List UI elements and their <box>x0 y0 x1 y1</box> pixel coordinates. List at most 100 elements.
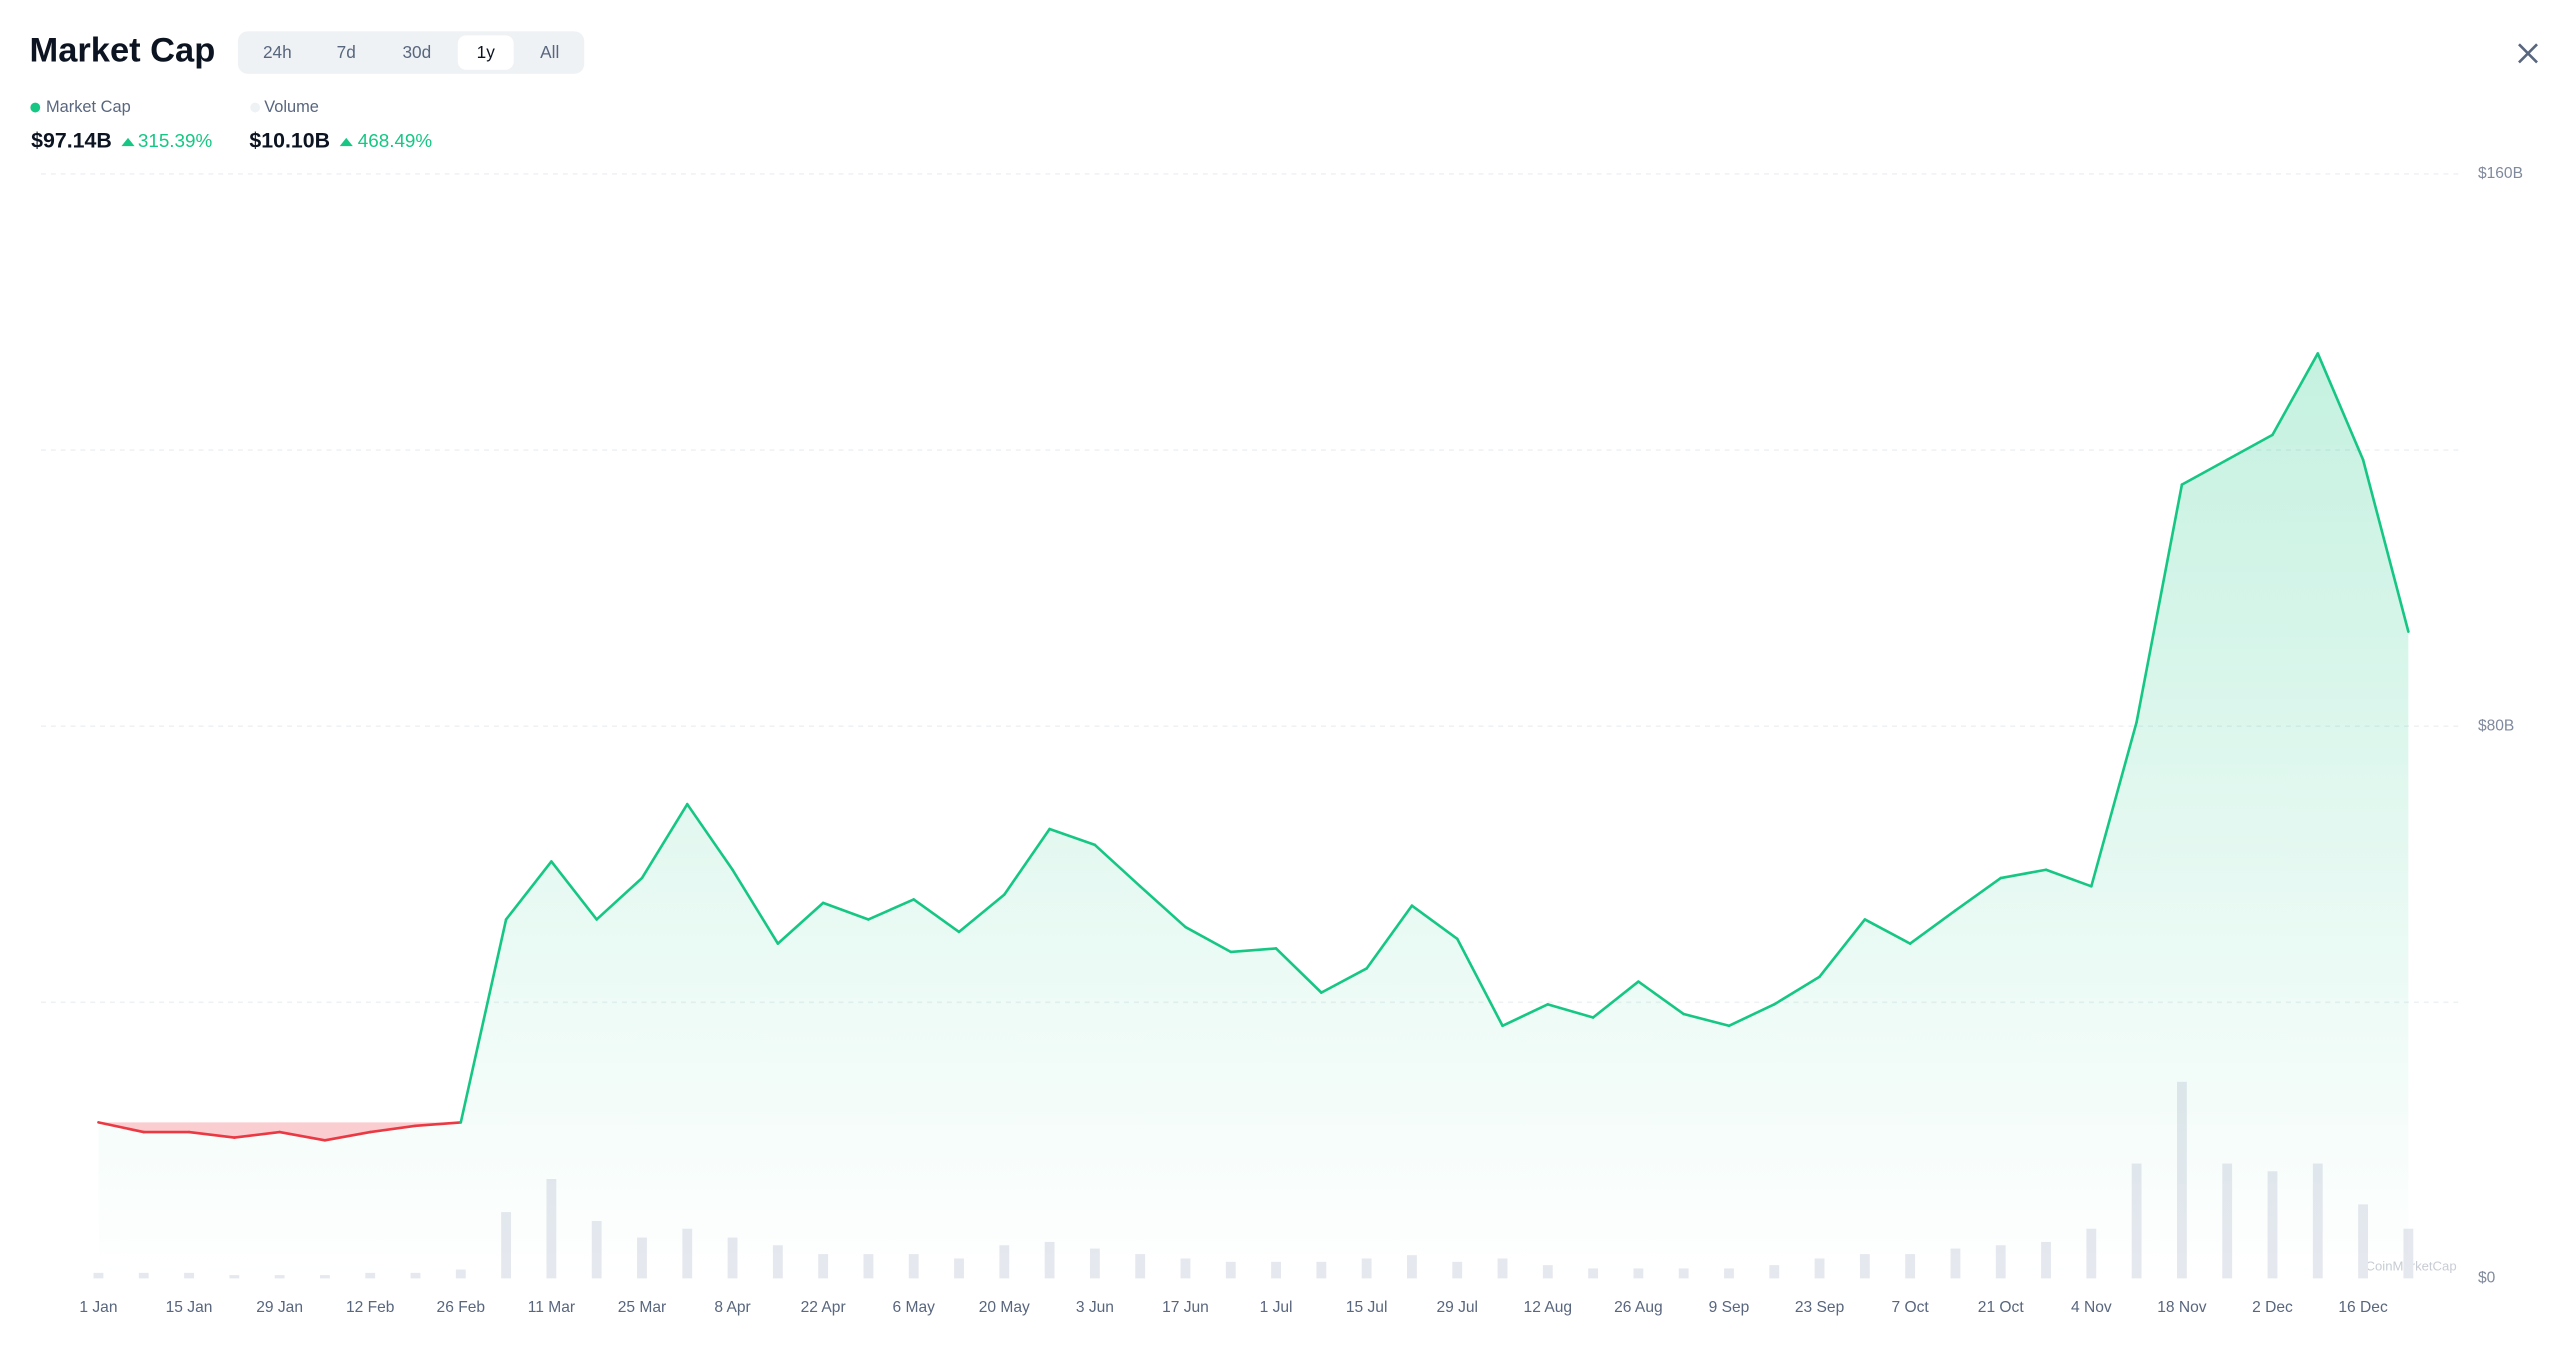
x-tick-label: 7 Oct <box>1892 1299 1930 1316</box>
line-segment <box>550 860 598 921</box>
line-segment <box>1682 1012 1731 1028</box>
line-segment <box>2044 868 2093 888</box>
x-tick-label: 15 Jan <box>166 1299 213 1316</box>
x-tick-label: 4 Nov <box>2071 1299 2112 1316</box>
x-tick-label: 21 Oct <box>1978 1299 2025 1316</box>
x-tick-label: 12 Feb <box>346 1299 395 1316</box>
area <box>98 353 2409 1279</box>
summary-value: $10.10B <box>249 129 330 153</box>
x-tick-label: 26 Aug <box>1614 1299 1663 1316</box>
x-tick-label: 25 Mar <box>618 1299 666 1316</box>
x-tick-label: 1 Jul <box>1260 1299 1293 1316</box>
summary-change: 315.39% <box>138 130 213 151</box>
x-tick-label: 22 Apr <box>801 1299 846 1316</box>
line-segment <box>640 802 689 880</box>
line-segment <box>278 1130 327 1142</box>
title: Market Cap <box>30 32 216 70</box>
x-tick-label: 23 Sep <box>1795 1299 1845 1316</box>
legend-dot <box>250 102 261 113</box>
line-segment <box>2180 458 2229 486</box>
line-segment <box>1591 980 1640 1019</box>
line-segment <box>821 901 870 921</box>
line-segment <box>1908 909 1957 945</box>
line-segment <box>1727 1003 1776 1028</box>
legend-label: Volume <box>264 98 319 116</box>
line-segment <box>1138 885 1187 929</box>
x-tick-label: 8 Apr <box>714 1299 750 1316</box>
line-segment <box>1002 827 1051 896</box>
line-segment <box>731 868 780 945</box>
summary-value: $97.14B <box>31 129 112 153</box>
line-segment <box>2225 433 2274 462</box>
x-tick-label: 11 Mar <box>528 1299 575 1316</box>
line-segment <box>323 1130 372 1142</box>
line-segment <box>867 898 916 921</box>
up-icon <box>339 137 353 147</box>
line-segment <box>1410 904 1459 941</box>
line-segment <box>2271 352 2320 437</box>
tab[interactable]: 1y <box>477 42 496 62</box>
y-tick-label: $160B <box>2478 165 2523 182</box>
x-tick-label: 29 Jul <box>1436 1299 1478 1316</box>
line-segment <box>233 1130 281 1139</box>
legend-label: Market Cap <box>46 98 131 116</box>
line-segment <box>912 898 961 934</box>
tab-active-bg <box>457 35 514 70</box>
line-segment <box>1818 918 1867 979</box>
line-segment <box>1501 1003 1550 1028</box>
line-segment <box>2135 483 2184 724</box>
tab[interactable]: 7d <box>337 42 356 62</box>
line-segment <box>2316 352 2365 462</box>
line-segment <box>1365 904 1414 970</box>
line-segment <box>187 1130 236 1139</box>
line-segment <box>1048 827 1097 847</box>
x-tick-label: 9 Sep <box>1709 1299 1750 1316</box>
x-tick-label: 17 Jun <box>1162 1299 1209 1316</box>
line-segment <box>1999 868 2048 880</box>
line-segment <box>957 893 1006 934</box>
line-segment <box>1184 925 1233 954</box>
tab[interactable]: 30d <box>402 42 431 62</box>
tab[interactable]: All <box>540 42 559 62</box>
x-tick-label: 18 Nov <box>2157 1299 2207 1316</box>
x-tick-label: 20 May <box>979 1299 1030 1316</box>
line-segment <box>504 860 553 921</box>
y-tick-label: $0 <box>2478 1269 2496 1286</box>
legend-dot <box>30 102 41 113</box>
x-tick-label: 15 Jul <box>1346 1299 1388 1316</box>
x-tick-label: 1 Jan <box>79 1299 117 1316</box>
line-segment <box>685 802 734 872</box>
x-tick-label: 29 Jan <box>256 1299 303 1316</box>
x-tick-label: 6 May <box>893 1299 936 1316</box>
x-tick-label: 2 Dec <box>2252 1299 2293 1316</box>
line-segment <box>1093 843 1142 888</box>
line-segment <box>2090 720 2138 888</box>
line-segment <box>595 876 644 921</box>
line-segment <box>1320 967 1368 994</box>
close-button[interactable] <box>2518 43 2538 64</box>
line-segment <box>1455 937 1504 1028</box>
up-icon <box>121 137 135 147</box>
line-segment <box>1637 980 1686 1016</box>
line-segment <box>1863 918 1912 945</box>
line-segment <box>368 1124 417 1134</box>
line-segment <box>1229 947 1278 954</box>
tab[interactable]: 24h <box>263 42 292 62</box>
x-tick-label: 26 Feb <box>437 1299 486 1316</box>
x-tick-label: 12 Aug <box>1524 1299 1573 1316</box>
line-segment <box>459 918 508 1124</box>
y-tick-label: $80B <box>2478 717 2514 734</box>
line-segment <box>776 901 825 945</box>
line-segment <box>1274 947 1323 994</box>
line-segment <box>414 1121 463 1128</box>
line-segment <box>1954 876 2003 912</box>
summary-change: 468.49% <box>358 130 433 151</box>
line-segment <box>2361 458 2410 633</box>
line-segment <box>1772 975 1821 1006</box>
volume-bar <box>93 1272 104 1279</box>
line-segment <box>1546 1003 1595 1019</box>
line-segment <box>97 1121 146 1134</box>
x-tick-label: 16 Dec <box>2338 1299 2388 1316</box>
